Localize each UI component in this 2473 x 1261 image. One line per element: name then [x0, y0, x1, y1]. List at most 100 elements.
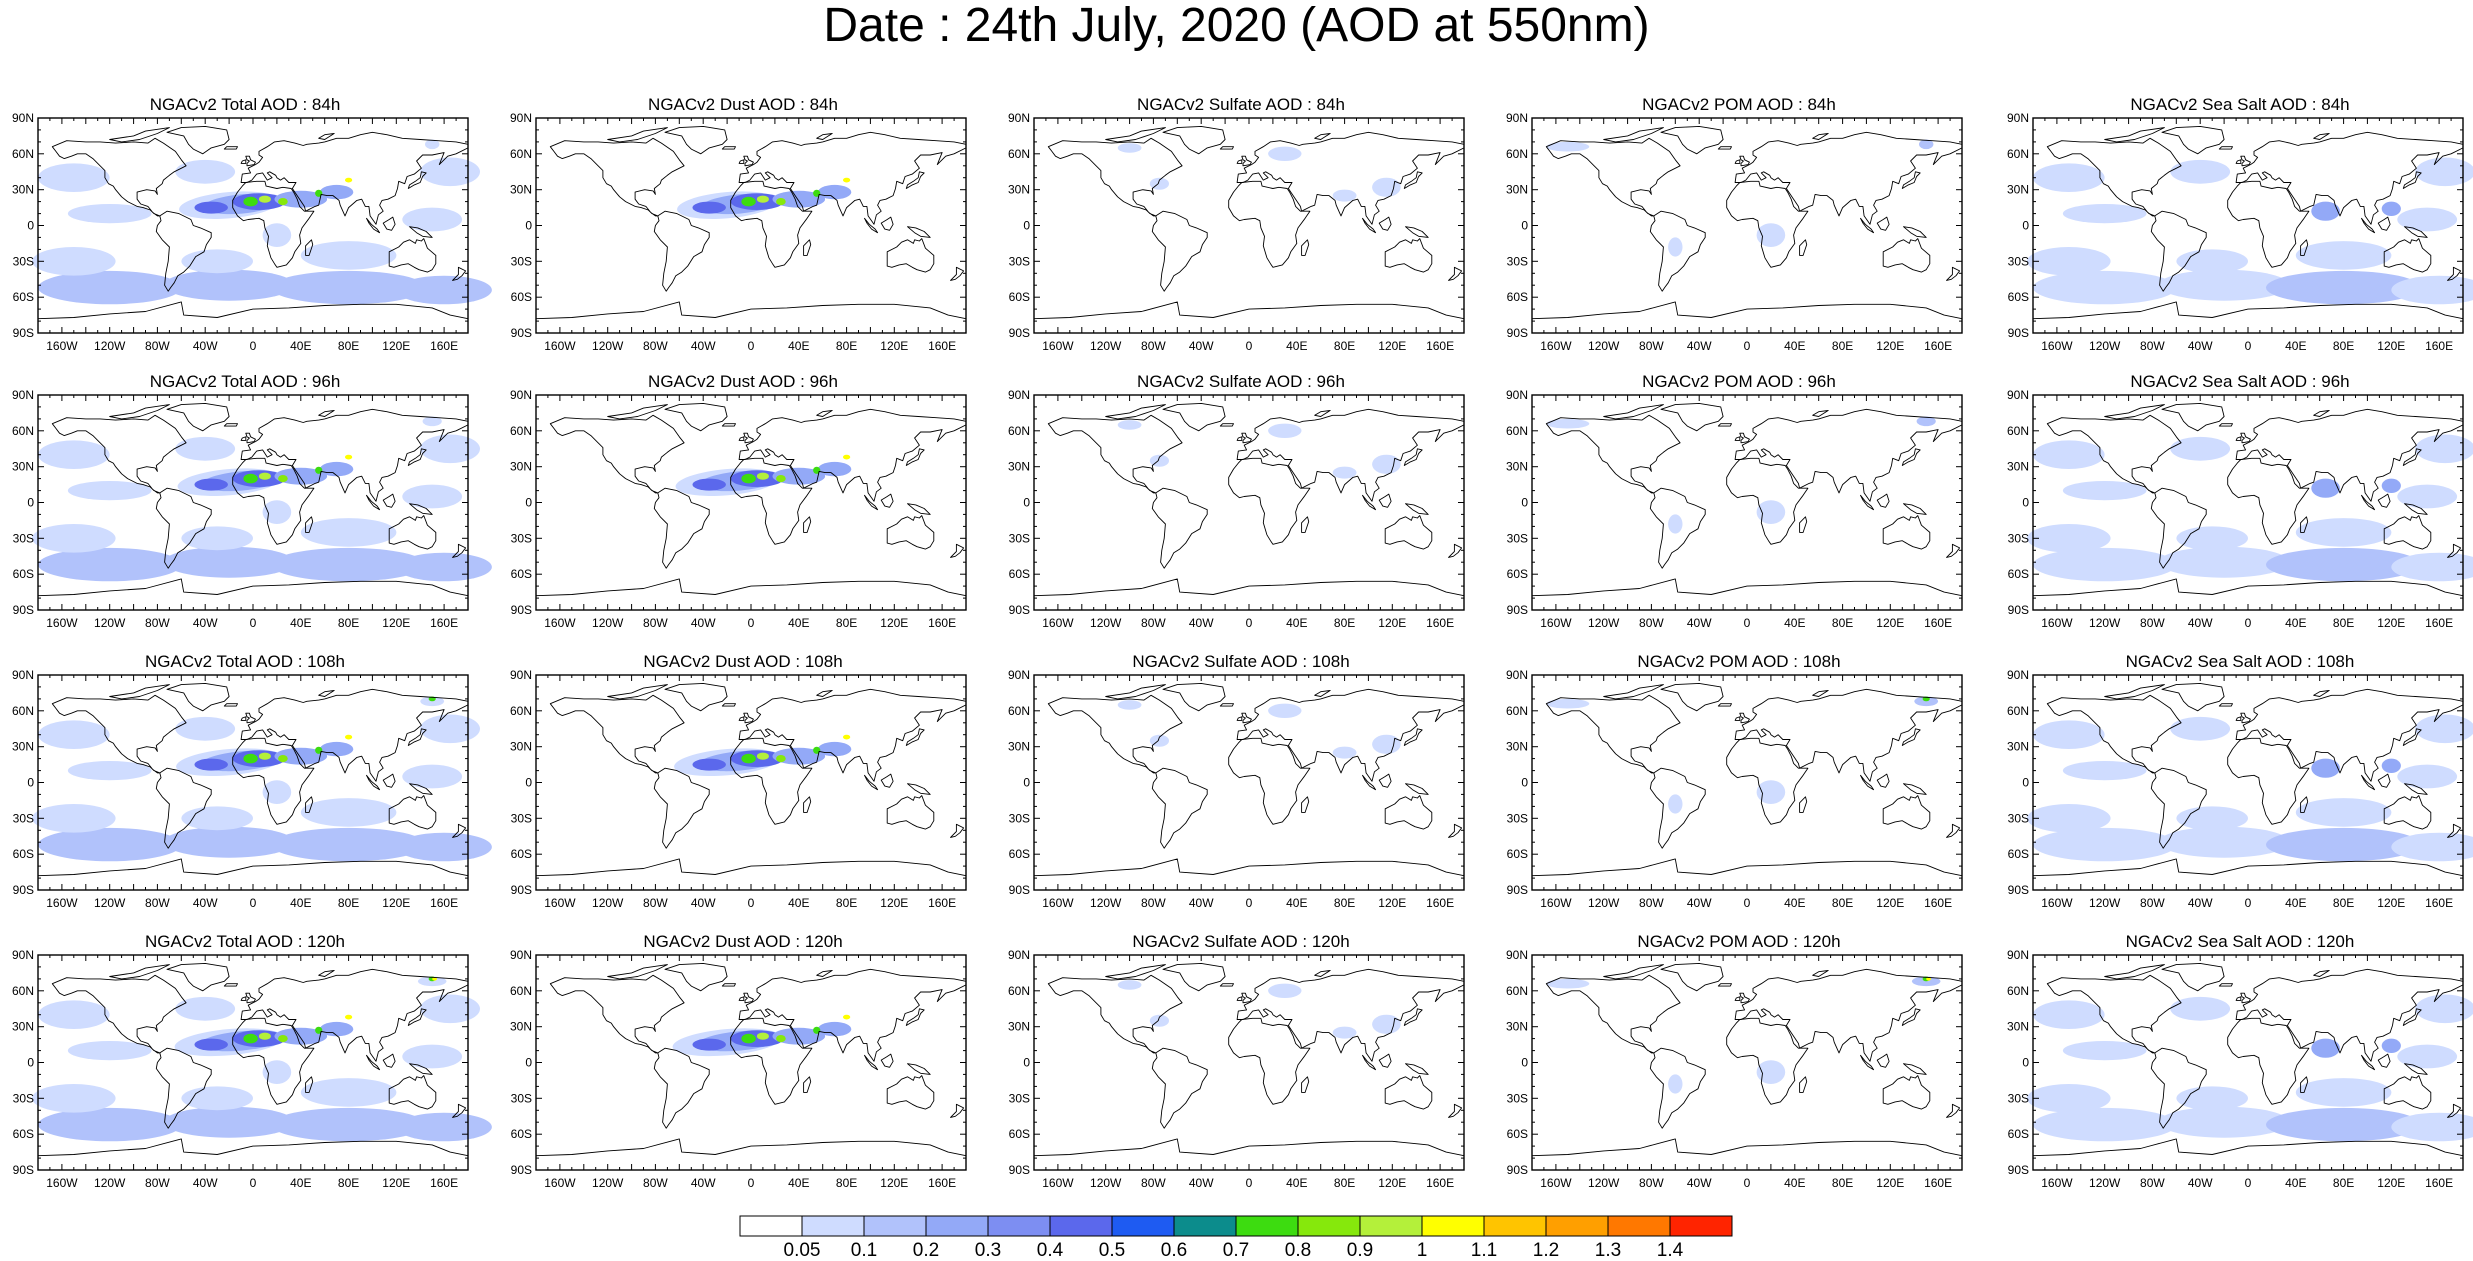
coastline: [2104, 127, 2165, 143]
coastline: [51, 974, 187, 1054]
lat-label: 60S: [1009, 567, 1030, 581]
coastline: [305, 1076, 314, 1093]
coastline: [2377, 1053, 2391, 1068]
sulfate-patch: [1117, 980, 1142, 990]
dust-core: [278, 475, 288, 483]
coastline: [155, 767, 212, 849]
coastline: [2235, 688, 2464, 782]
aod-band: [2158, 826, 2290, 858]
coastlines: [37, 125, 469, 320]
lat-label: 30S: [1507, 1091, 1528, 1105]
lon-label: 80W: [145, 1176, 170, 1190]
colorbar-swatch: [1235, 1215, 1299, 1237]
map-background: [1532, 395, 1962, 610]
lon-label: 120W: [2089, 1176, 2121, 1190]
coastline: [2383, 515, 2432, 550]
lat-label: 60N: [510, 147, 532, 161]
coastline: [1739, 712, 1750, 724]
coastline: [2383, 238, 2432, 273]
dust-core: [756, 472, 769, 480]
sulfate-patch: [1268, 423, 1302, 438]
dust-plume: [817, 184, 852, 200]
lon-label: 120E: [880, 1176, 908, 1190]
lat-label: 30N: [1008, 460, 1030, 474]
aod-patch: [2381, 201, 2401, 216]
coastline: [1799, 1076, 1808, 1093]
dust-plume: [772, 747, 826, 765]
coastline: [738, 968, 967, 1062]
coastline: [950, 266, 965, 281]
coastline: [1799, 239, 1808, 256]
map-background: [1532, 675, 1962, 890]
lon-label: 160W: [1042, 896, 1074, 910]
lat-label: 30S: [1009, 531, 1030, 545]
lon-label: 40W: [193, 1176, 218, 1190]
coastline: [1219, 703, 1234, 707]
lat-label: 60S: [511, 567, 532, 581]
map-panel: NGACv2 Dust AOD : 84h 90N 60N 30N 0 30S 60S 90S…: [498, 95, 967, 355]
lon-label: 80W: [145, 616, 170, 630]
coastline: [1047, 137, 1183, 217]
aod-patch: [2033, 440, 2105, 469]
lat-label: 90S: [1507, 603, 1528, 617]
lon-label: 80E: [2333, 339, 2354, 353]
lon-label: 40E: [788, 896, 809, 910]
lat-label: 60N: [1506, 704, 1528, 718]
coastline: [1219, 423, 1234, 427]
coastline: [1228, 457, 1311, 545]
colorbar-swatch: [1297, 1215, 1361, 1237]
coastline: [816, 410, 833, 417]
aod-patch: [2027, 1084, 2111, 1113]
lat-label: 60S: [1507, 567, 1528, 581]
sulfate-patch: [1332, 746, 1357, 759]
lat-label: 90S: [2008, 883, 2029, 897]
coastline: [2300, 239, 2309, 256]
coastline: [407, 728, 427, 746]
map-svg: 90N 60N 30N 0 30S 60S 90S 160W 120W 80W 40W 0 40E 80E…: [510, 111, 967, 353]
lat-label: 60N: [12, 704, 34, 718]
panel-title: NGACv2 Dust AOD : 84h: [648, 95, 838, 114]
coastline: [2235, 131, 2464, 225]
coastline: [864, 1054, 879, 1071]
lon-label: 40E: [1784, 339, 1805, 353]
coastline: [1717, 146, 1732, 150]
lat-label: 0: [1023, 219, 1030, 233]
lat-label: 30N: [1506, 460, 1528, 474]
lat-label: 0: [1521, 496, 1528, 510]
aod-patch: [181, 1086, 253, 1111]
lat-label: 30N: [1008, 183, 1030, 197]
lon-label: 160W: [1540, 1176, 1572, 1190]
aod-patch: [38, 720, 110, 749]
coastline: [1403, 728, 1423, 746]
lat-label: 60S: [511, 1127, 532, 1141]
aod-band: [2033, 1107, 2177, 1142]
coastline: [2313, 970, 2330, 977]
aod-field: [1117, 980, 1401, 1039]
coastline: [1241, 155, 1252, 167]
coastline: [1660, 682, 1724, 712]
colorbar-label: 0.5: [1099, 1240, 1125, 1261]
coastline: [886, 795, 935, 830]
coastline: [2447, 823, 2462, 838]
colorbar-svg: 0.05 0.1 0.2 0.3 0.4 0.5 0.6 0.7 0.8 0.9 1 1.1 1.2 1.…: [739, 1215, 1733, 1261]
coastline: [1362, 494, 1377, 511]
lat-label: 90S: [2008, 603, 2029, 617]
coastline: [452, 823, 467, 838]
coastline: [1882, 238, 1931, 273]
coastlines: [535, 962, 967, 1157]
dust-core: [741, 1033, 756, 1044]
lon-label: 120W: [94, 896, 126, 910]
coastline: [2227, 457, 2310, 545]
aod-patch: [2415, 434, 2473, 464]
lon-label: 160W: [46, 616, 78, 630]
lat-label: 90S: [13, 603, 34, 617]
coastline: [232, 737, 315, 825]
aod-field: [674, 734, 852, 777]
coastline: [738, 688, 967, 782]
map-panel: NGACv2 Sea Salt AOD : 96h 90N 60N 30N 0 30S 60…: [1995, 372, 2473, 632]
lat-label: 60N: [12, 424, 34, 438]
coastline: [2361, 494, 2376, 511]
map-ticks: [2032, 674, 2464, 891]
coastline: [864, 217, 879, 234]
lon-label: 80E: [2333, 1176, 2354, 1190]
